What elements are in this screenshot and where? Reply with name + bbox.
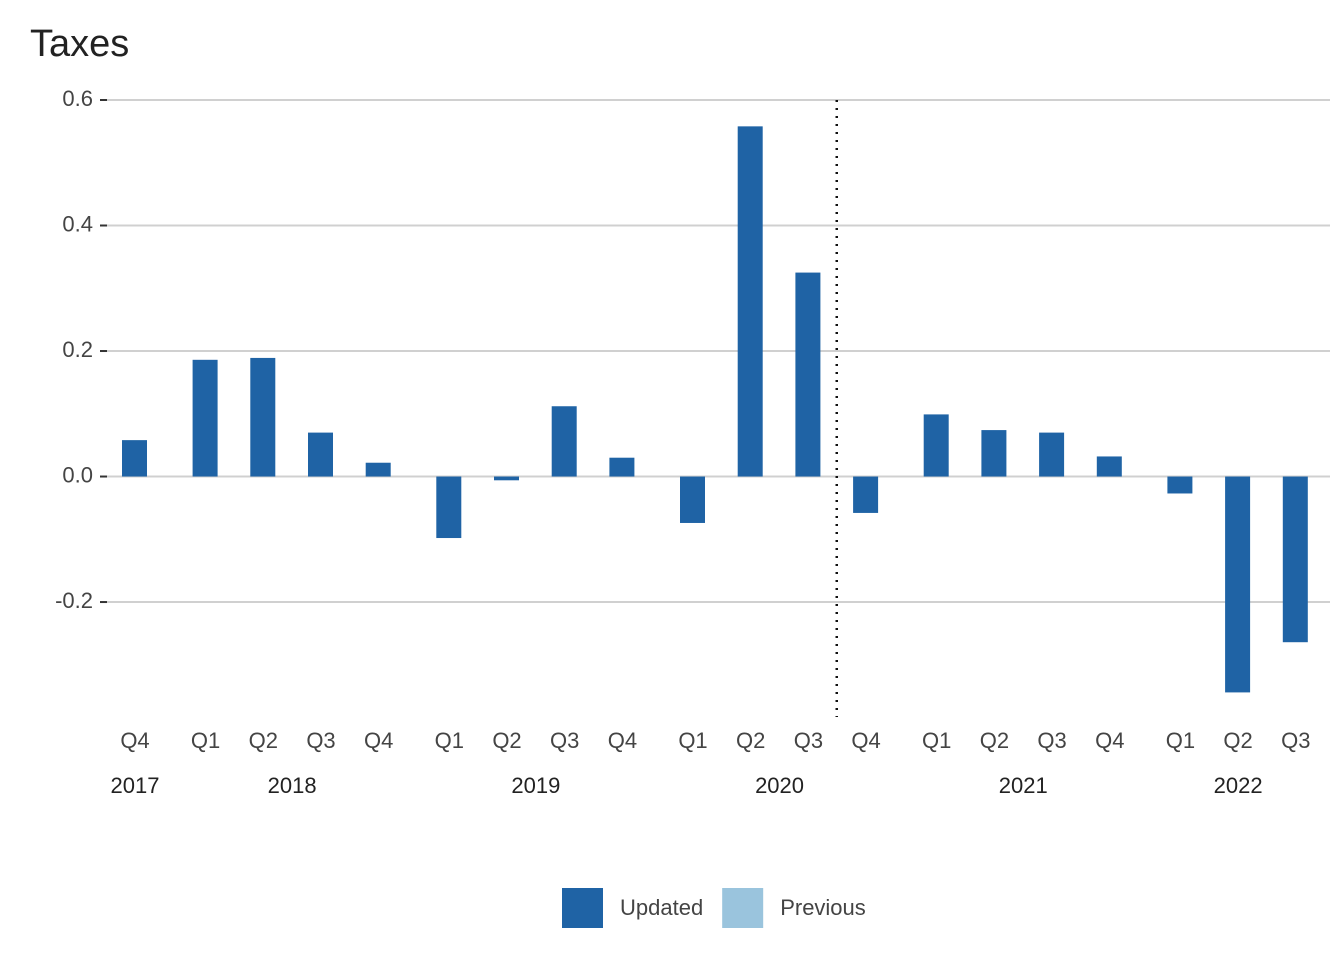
chart-title: Taxes [30,23,129,65]
bar [853,476,879,513]
bar [680,476,705,523]
x-tick-label: Q4 [608,728,637,753]
bar [122,440,147,477]
x-tick-label: Q4 [364,728,393,753]
x-group-label: 2017 [111,773,160,798]
bar [551,406,577,477]
x-tick-label: Q3 [1281,728,1310,753]
legend-label: Updated [620,895,703,920]
x-tick-label: Q3 [1037,728,1066,753]
x-tick-label: Q3 [794,728,823,753]
y-tick-label: 0.2 [62,337,93,362]
x-tick-label: Q1 [922,728,951,753]
bar [609,457,635,477]
x-tick-label: Q4 [851,728,880,753]
bar [737,126,763,477]
bar [365,462,391,477]
bar [494,476,519,481]
bar [1225,476,1251,693]
x-group-label: 2022 [1214,773,1263,798]
x-tick-label: Q2 [1223,728,1252,753]
legend-swatch [722,888,764,928]
x-tick-label: Q1 [1166,728,1195,753]
x-tick-label: Q2 [249,728,278,753]
x-tick-label: Q3 [306,728,335,753]
bar [308,432,333,477]
legend-label: Previous [780,895,866,920]
x-group-label: 2019 [511,773,560,798]
x-tick-label: Q4 [120,728,149,753]
y-tick-label: 0.4 [62,211,93,236]
y-tick-label: -0.2 [55,588,93,613]
x-tick-label: Q1 [435,728,464,753]
bar [795,272,821,477]
bar [1282,476,1308,643]
x-tick-label: Q4 [1095,728,1124,753]
x-group-label: 2018 [268,773,317,798]
bar [1167,476,1193,494]
bar [981,430,1007,477]
y-tick-label: 0.6 [62,86,93,111]
x-tick-label: Q2 [492,728,521,753]
bar [923,414,949,477]
bar [1096,456,1122,477]
x-tick-label: Q1 [191,728,220,753]
bar [436,476,462,539]
y-tick-label: 0.0 [62,462,93,487]
bar [1039,432,1065,477]
bar [250,357,276,477]
legend-swatch [562,888,603,928]
x-group-label: 2021 [999,773,1048,798]
x-tick-label: Q2 [980,728,1009,753]
x-group-label: 2020 [755,773,804,798]
bar [192,359,218,477]
x-tick-label: Q1 [678,728,707,753]
x-tick-label: Q3 [550,728,579,753]
x-tick-label: Q2 [736,728,765,753]
